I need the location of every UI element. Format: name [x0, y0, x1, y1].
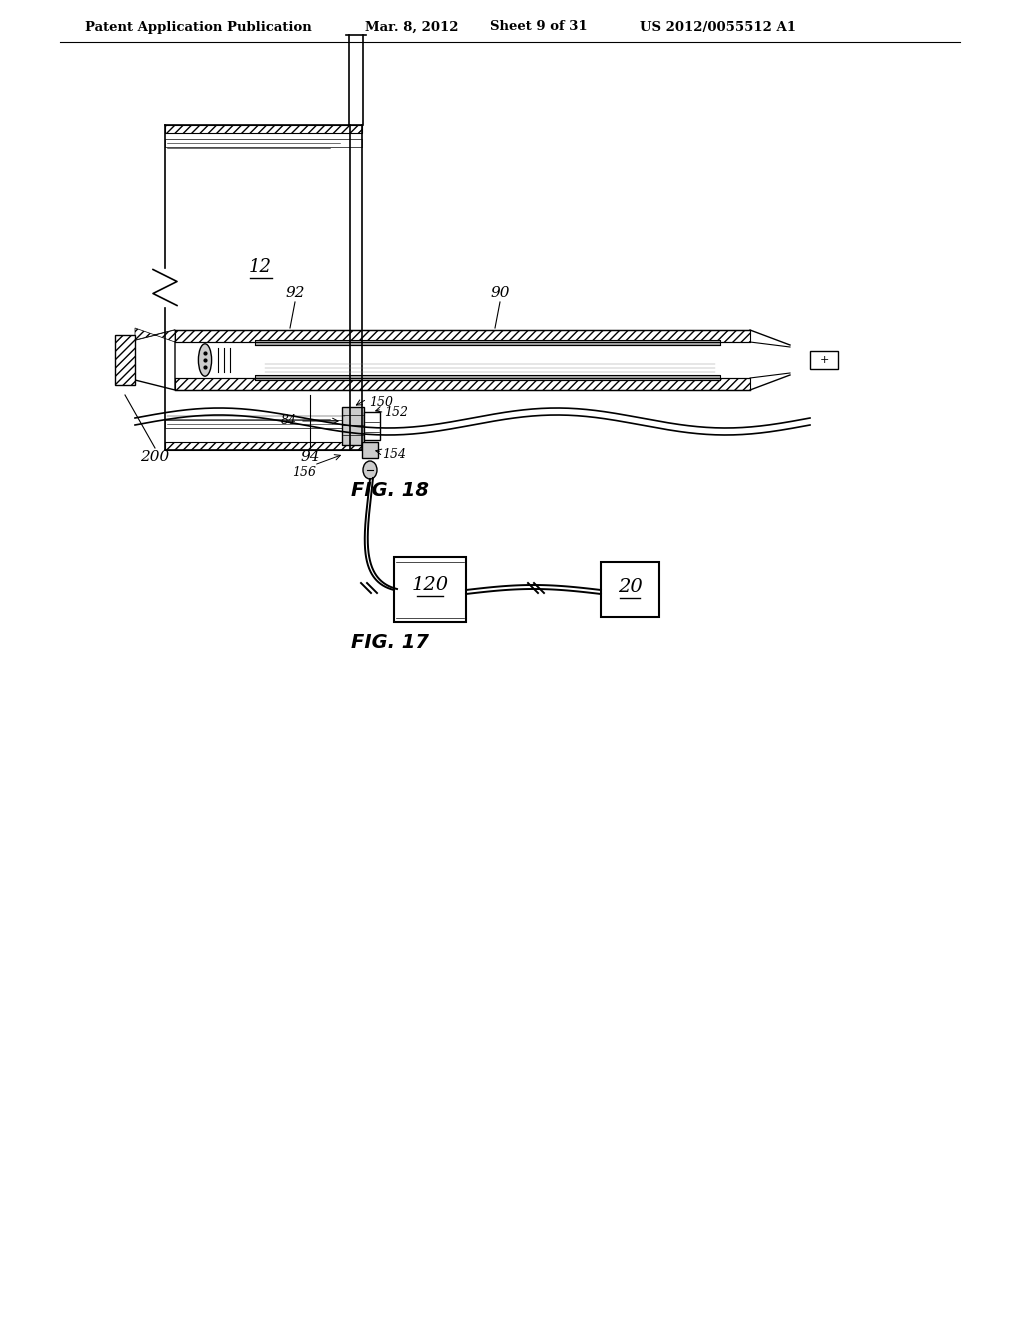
Bar [175, 330, 750, 342]
Text: Mar. 8, 2012: Mar. 8, 2012 [365, 21, 459, 33]
Text: 150: 150 [369, 396, 393, 408]
Polygon shape [135, 330, 175, 389]
Bar [255, 341, 720, 345]
Text: FIG. 17: FIG. 17 [351, 632, 429, 652]
Text: 90: 90 [490, 286, 510, 300]
Text: 92: 92 [286, 286, 305, 300]
Text: 94: 94 [300, 450, 319, 465]
Text: 84: 84 [281, 414, 297, 428]
Ellipse shape [362, 461, 377, 479]
Bar [810, 351, 838, 370]
Bar [165, 442, 362, 450]
Text: Patent Application Publication: Patent Application Publication [85, 21, 311, 33]
Text: 154: 154 [382, 447, 406, 461]
Text: 20: 20 [617, 578, 642, 597]
Text: 156: 156 [292, 466, 316, 479]
Text: 120: 120 [412, 576, 449, 594]
Bar [165, 420, 362, 428]
Ellipse shape [199, 343, 212, 376]
Bar [165, 125, 362, 133]
Text: Sheet 9 of 31: Sheet 9 of 31 [490, 21, 588, 33]
Bar [342, 407, 364, 445]
Text: US 2012/0055512 A1: US 2012/0055512 A1 [640, 21, 796, 33]
Bar [394, 557, 466, 622]
Text: 200: 200 [140, 450, 170, 465]
Text: FIG. 18: FIG. 18 [351, 480, 429, 499]
Polygon shape [135, 327, 175, 342]
Bar [255, 375, 720, 380]
Bar [115, 335, 135, 385]
Text: +: + [819, 355, 828, 366]
Text: 152: 152 [384, 405, 408, 418]
Bar [165, 139, 362, 147]
Bar [175, 330, 750, 389]
Bar [364, 412, 380, 440]
Bar [175, 378, 750, 389]
Text: 12: 12 [249, 259, 271, 276]
Bar [601, 562, 659, 616]
Bar [362, 442, 378, 458]
